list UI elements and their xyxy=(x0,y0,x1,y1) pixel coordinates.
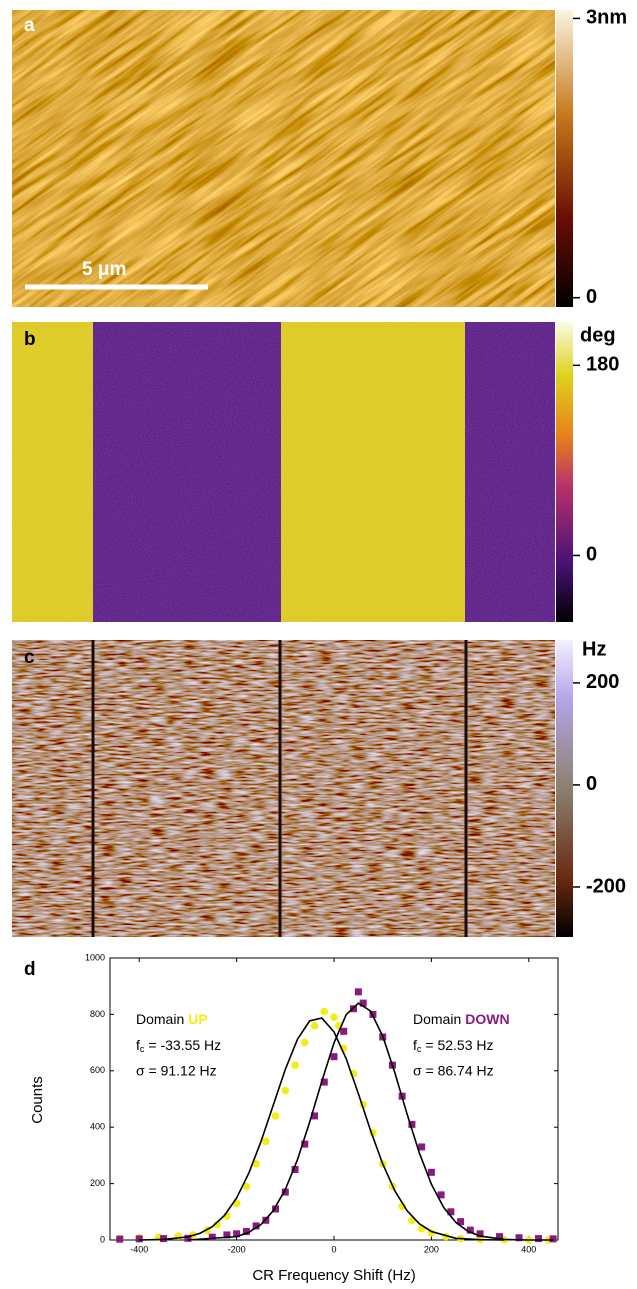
point xyxy=(310,1021,319,1030)
scale-bar-label: 5 μm xyxy=(82,259,126,280)
colorbar-tick-label: 3nm xyxy=(586,7,627,29)
annotation: Domain DOWN xyxy=(413,1011,510,1027)
colorbar-unit: Hz xyxy=(582,638,606,660)
point xyxy=(135,1235,143,1243)
point xyxy=(515,1234,523,1242)
point xyxy=(242,1182,251,1191)
colorbar-tick-label: 0 xyxy=(586,773,597,795)
annotation-title: Domain xyxy=(413,1011,461,1027)
y-tick-label: 0 xyxy=(100,1234,105,1244)
colorbar-tick-label: 0 xyxy=(586,544,597,566)
x-tick-label: -200 xyxy=(228,1244,246,1254)
x-axis-label: CR Frequency Shift (Hz) xyxy=(252,1267,415,1284)
point xyxy=(262,1137,270,1146)
image-c xyxy=(12,640,555,937)
point xyxy=(354,988,362,996)
y-tick-label: 400 xyxy=(90,1122,105,1132)
x-tick-label: -400 xyxy=(130,1244,148,1254)
point xyxy=(457,1218,465,1226)
panel-label: d xyxy=(24,959,36,980)
fc-symbol: f xyxy=(136,1037,140,1053)
panel-label: c xyxy=(24,647,35,668)
point xyxy=(496,1233,504,1241)
fit-curve xyxy=(139,1017,505,1241)
point xyxy=(233,1230,241,1238)
point xyxy=(466,1226,474,1234)
point xyxy=(340,1027,348,1035)
panel-label: b xyxy=(24,329,36,350)
point xyxy=(223,1231,231,1239)
point xyxy=(252,1160,260,1168)
colorbar-tick-label: 200 xyxy=(586,671,619,693)
panel-label: a xyxy=(24,15,35,36)
point xyxy=(311,1112,319,1120)
annotation-keyword: UP xyxy=(188,1011,207,1027)
point xyxy=(476,1230,484,1238)
y-tick-label: 800 xyxy=(90,1009,105,1019)
colorbar-tick-label: 0 xyxy=(586,286,597,308)
colorbar-tick-label: 180 xyxy=(586,354,619,376)
point xyxy=(184,1234,192,1242)
point xyxy=(242,1228,250,1236)
point xyxy=(272,1205,280,1213)
point xyxy=(330,1053,338,1061)
fc-subscript: c xyxy=(140,1044,145,1054)
point xyxy=(408,1120,416,1128)
colorbar xyxy=(556,640,573,937)
fit-curve xyxy=(187,1002,554,1241)
annotation-sigma: σ = 91.12 Hz xyxy=(136,1063,217,1079)
point xyxy=(447,1208,455,1216)
fc-symbol: f xyxy=(413,1037,417,1053)
point xyxy=(291,1061,299,1069)
x-tick-label: 400 xyxy=(521,1244,536,1254)
point xyxy=(320,1078,328,1086)
annotation: fc = -33.55 Hz xyxy=(136,1037,221,1055)
colorbar xyxy=(556,322,573,622)
point xyxy=(252,1222,260,1230)
colorbar-tick-label: -200 xyxy=(586,875,626,897)
point xyxy=(213,1220,221,1229)
point xyxy=(271,1112,280,1120)
image-b xyxy=(12,322,555,622)
annotation: Domain UP xyxy=(136,1011,208,1027)
x-tick-label: 200 xyxy=(424,1244,439,1254)
point xyxy=(301,1140,309,1148)
point xyxy=(281,1086,290,1095)
fc-value: = -33.55 Hz xyxy=(148,1037,221,1053)
x-tick-label: 0 xyxy=(331,1244,336,1254)
y-tick-label: 600 xyxy=(90,1065,105,1075)
point xyxy=(535,1235,543,1243)
point xyxy=(208,1233,216,1241)
annotation-keyword: DOWN xyxy=(465,1011,509,1027)
fc-subscript: c xyxy=(417,1044,422,1054)
y-tick-label: 1000 xyxy=(85,952,105,962)
y-tick-label: 200 xyxy=(90,1178,105,1188)
point xyxy=(549,1235,557,1243)
fc-value: = 52.53 Hz xyxy=(425,1037,493,1053)
point xyxy=(281,1188,289,1196)
image-a xyxy=(12,10,555,307)
point xyxy=(427,1168,435,1176)
point xyxy=(398,1202,406,1210)
point xyxy=(291,1166,299,1173)
y-axis-label: Counts xyxy=(29,1076,46,1124)
annotation-title: Domain xyxy=(136,1011,184,1027)
plot-frame xyxy=(109,957,559,1241)
annotation-sigma: σ = 86.74 Hz xyxy=(413,1063,494,1079)
point xyxy=(437,1191,445,1199)
colorbar xyxy=(556,10,573,307)
point xyxy=(160,1235,168,1243)
point xyxy=(330,1013,338,1022)
point xyxy=(300,1038,309,1047)
point xyxy=(359,999,367,1007)
annotation: fc = 52.53 Hz xyxy=(413,1037,494,1055)
point xyxy=(116,1235,124,1243)
point xyxy=(418,1143,426,1151)
colorbar-unit: deg xyxy=(580,324,616,346)
point xyxy=(320,1007,329,1016)
